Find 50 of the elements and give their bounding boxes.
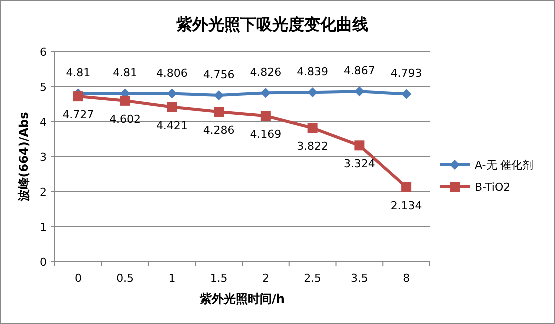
y-tick-label: 6 — [40, 46, 47, 59]
point — [120, 96, 130, 106]
data-label: 4.839 — [297, 66, 329, 79]
y-axis-title: 波峰(664)/Abs — [17, 112, 31, 203]
y-tick-label: 4 — [40, 116, 47, 129]
x-axis-title: 紫外光照时间/h — [199, 292, 285, 306]
data-label: 4.421 — [156, 119, 188, 132]
point — [402, 89, 412, 100]
x-tick-label: 2 — [262, 272, 270, 285]
y-tick-label: 5 — [40, 81, 47, 94]
data-label: 4.602 — [110, 112, 142, 126]
x-tick-label: 3.5 — [350, 272, 368, 285]
point — [354, 140, 365, 151]
point — [402, 182, 412, 192]
data-label: 4.867 — [344, 64, 376, 78]
y-tick-label: 2 — [40, 186, 47, 199]
point — [354, 86, 365, 97]
x-tick-label: 2.5 — [304, 272, 322, 285]
x-tick-label: 0 — [74, 272, 82, 285]
point — [167, 88, 178, 99]
x-tick-label: 1.5 — [210, 272, 228, 285]
data-label: 4.169 — [250, 128, 282, 142]
data-label: 4.793 — [390, 67, 422, 80]
y-tick-label: 3 — [40, 151, 47, 164]
point — [214, 106, 224, 117]
data-label: 4.81 — [66, 66, 91, 80]
chart-title: 紫外光照下吸光度变化曲线 — [176, 15, 368, 34]
x-tick-label: 1 — [168, 272, 176, 285]
data-label: 4.727 — [62, 108, 94, 122]
x-tick-label: 0.5 — [116, 272, 134, 285]
point — [167, 102, 178, 112]
point — [73, 92, 84, 102]
legend-label: A-无 催化剂 — [475, 159, 534, 172]
point — [214, 90, 224, 101]
data-label: 4.286 — [203, 124, 235, 137]
point — [260, 88, 271, 98]
data-label: 4.826 — [250, 66, 282, 80]
y-tick-label: 0 — [40, 256, 47, 269]
data-label: 3.324 — [344, 158, 376, 171]
y-tick-label: 1 — [40, 221, 47, 234]
data-label: 2.134 — [390, 199, 422, 212]
data-label: 4.81 — [113, 66, 138, 80]
x-tick-label: 8 — [403, 272, 410, 285]
data-label: 3.822 — [297, 140, 329, 154]
point — [260, 111, 271, 122]
point — [308, 123, 318, 134]
data-label: 4.756 — [203, 68, 235, 82]
point — [308, 88, 318, 98]
data-label: 4.806 — [156, 66, 188, 80]
legend-label: B-TiO2 — [475, 181, 511, 194]
